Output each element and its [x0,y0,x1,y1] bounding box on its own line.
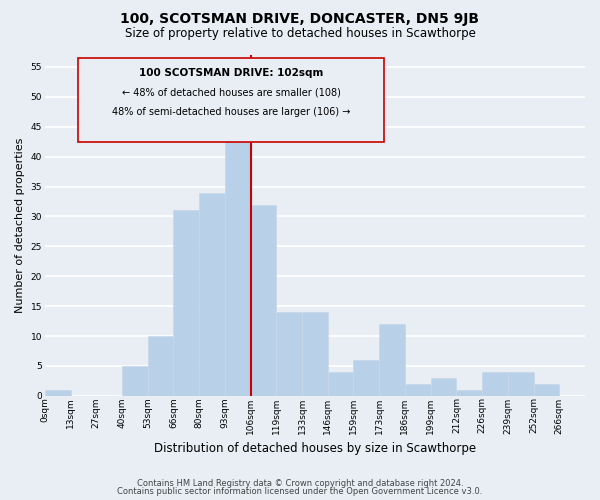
Y-axis label: Number of detached properties: Number of detached properties [15,138,25,313]
Text: Contains HM Land Registry data © Crown copyright and database right 2024.: Contains HM Land Registry data © Crown c… [137,478,463,488]
Text: ← 48% of detached houses are smaller (108): ← 48% of detached houses are smaller (10… [122,87,341,97]
Bar [379,324,405,396]
Text: 48% of semi-detached houses are larger (106) →: 48% of semi-detached houses are larger (… [112,107,350,117]
Bar [173,210,199,396]
Bar [122,366,148,396]
Bar [199,192,225,396]
Bar [405,384,431,396]
Bar [328,372,353,396]
Bar [45,390,71,396]
Bar [508,372,533,396]
Bar [431,378,457,396]
Bar [225,127,251,396]
Text: Contains public sector information licensed under the Open Government Licence v3: Contains public sector information licen… [118,487,482,496]
FancyBboxPatch shape [78,58,385,142]
Bar [302,312,328,396]
Bar [533,384,559,396]
Bar [251,204,277,396]
Bar [457,390,482,396]
Text: 100, SCOTSMAN DRIVE, DONCASTER, DN5 9JB: 100, SCOTSMAN DRIVE, DONCASTER, DN5 9JB [121,12,479,26]
Text: 100 SCOTSMAN DRIVE: 102sqm: 100 SCOTSMAN DRIVE: 102sqm [139,68,323,78]
Bar [148,336,173,396]
Bar [482,372,508,396]
Bar [277,312,302,396]
Bar [353,360,379,396]
X-axis label: Distribution of detached houses by size in Scawthorpe: Distribution of detached houses by size … [154,442,476,455]
Text: Size of property relative to detached houses in Scawthorpe: Size of property relative to detached ho… [125,28,475,40]
